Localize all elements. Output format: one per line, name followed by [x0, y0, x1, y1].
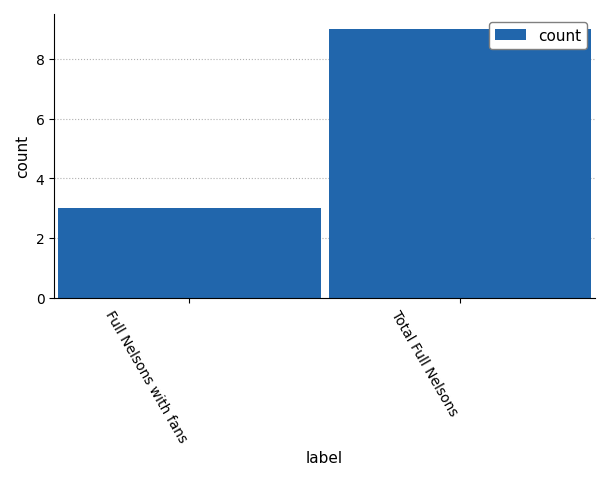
Legend: count: count [489, 23, 587, 50]
Y-axis label: count: count [15, 135, 30, 178]
Bar [329, 30, 591, 298]
X-axis label: label: label [306, 450, 343, 465]
Bar [58, 209, 320, 298]
